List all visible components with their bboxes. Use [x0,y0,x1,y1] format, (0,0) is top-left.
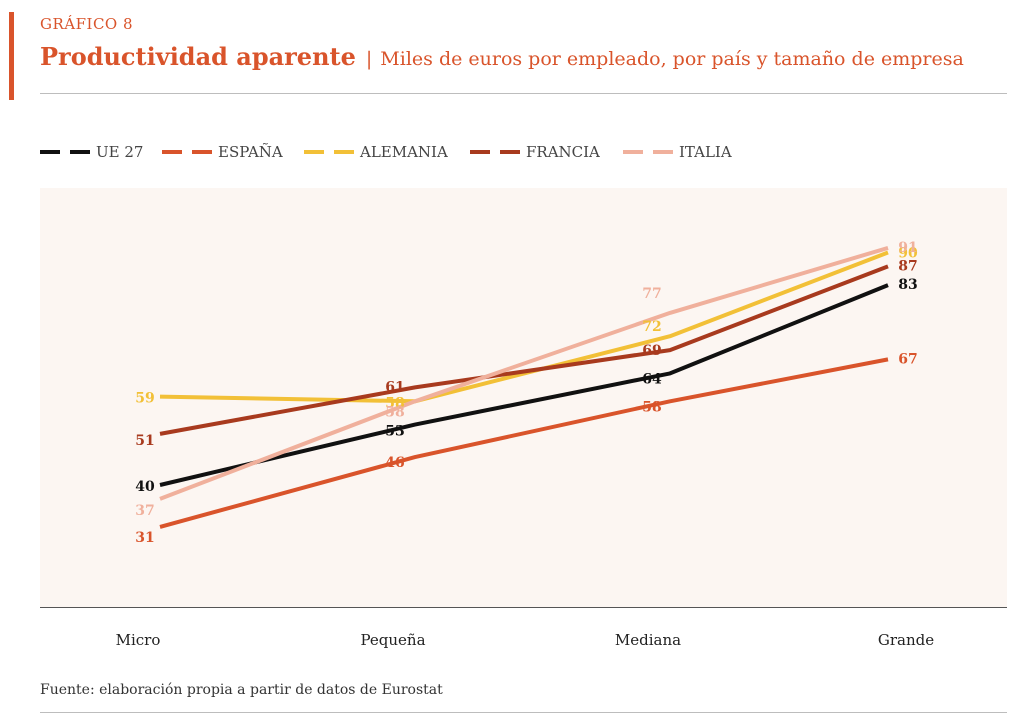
x-tick-label-micro: Micro [116,631,161,649]
data-label-espana-0: 31 [135,530,154,546]
legend-item-ue27: UE 27 [40,143,143,161]
data-label-italia-0: 37 [135,503,154,519]
legend-swatch-italia [623,150,673,154]
series-line-ue27 [159,283,889,487]
source-note: Fuente: elaboración propia a partir de d… [40,682,443,698]
chart-title: Productividad aparente [40,42,356,71]
data-label-espana-3: 67 [898,351,917,367]
data-label-alemania-3: 90 [898,246,918,262]
x-tick-label-mediana: Mediana [615,631,681,649]
legend-label-ue27: UE 27 [96,143,144,161]
legend-item-francia: FRANCIA [470,143,600,161]
legend-item-espana: ESPAÑA [162,143,283,161]
data-label-francia-3: 87 [898,258,917,274]
top-rule [40,93,1007,94]
data-label-alemania-0: 59 [135,391,154,407]
x-tick-label-grande: Grande [878,631,934,649]
data-label-francia-1: 61 [385,379,404,395]
data-label-espana-2: 58 [642,399,661,415]
data-label-ue27-1: 53 [385,424,404,440]
x-tick-label-pequena: Pequeña [360,631,425,649]
legend-swatch-espana [162,150,212,154]
legend-swatch-alemania [304,150,354,154]
data-label-ue27-0: 40 [135,479,155,495]
data-label-alemania-1: 58 [385,395,404,411]
legend-swatch-francia [470,150,520,154]
data-label-francia-2: 69 [642,343,661,359]
series-line-italia [159,245,889,501]
data-label-italia-1: 58 [385,404,404,420]
legend-label-italia: ITALIA [679,143,732,161]
series-line-espana [159,357,889,529]
legend-label-alemania: ALEMANIA [360,143,448,161]
legend-item-alemania: ALEMANIA [304,143,448,161]
legend-item-italia: ITALIA [623,143,732,161]
data-label-espana-1: 46 [385,455,404,471]
series-line-francia [159,264,889,436]
chart-subtitle: Miles de euros por empleado, por país y … [380,48,964,70]
chart-kicker: GRÁFICO 8 [40,15,134,33]
legend-swatch-ue27 [40,150,90,154]
accent-bar [9,12,14,100]
legend-label-espana: ESPAÑA [218,143,283,161]
legend-label-francia: FRANCIA [526,143,600,161]
x-axis-line [40,607,1007,608]
data-label-alemania-2: 72 [642,319,661,335]
title-separator: | [365,48,373,70]
bottom-rule [40,712,1007,713]
title-row: Productividad aparente | Miles de euros po… [40,42,964,71]
data-label-ue27-3: 83 [898,277,917,293]
data-label-italia-3: 91 [898,240,917,256]
data-label-ue27-2: 64 [642,371,662,387]
data-label-italia-2: 77 [642,286,661,302]
data-label-francia-0: 51 [135,433,154,449]
